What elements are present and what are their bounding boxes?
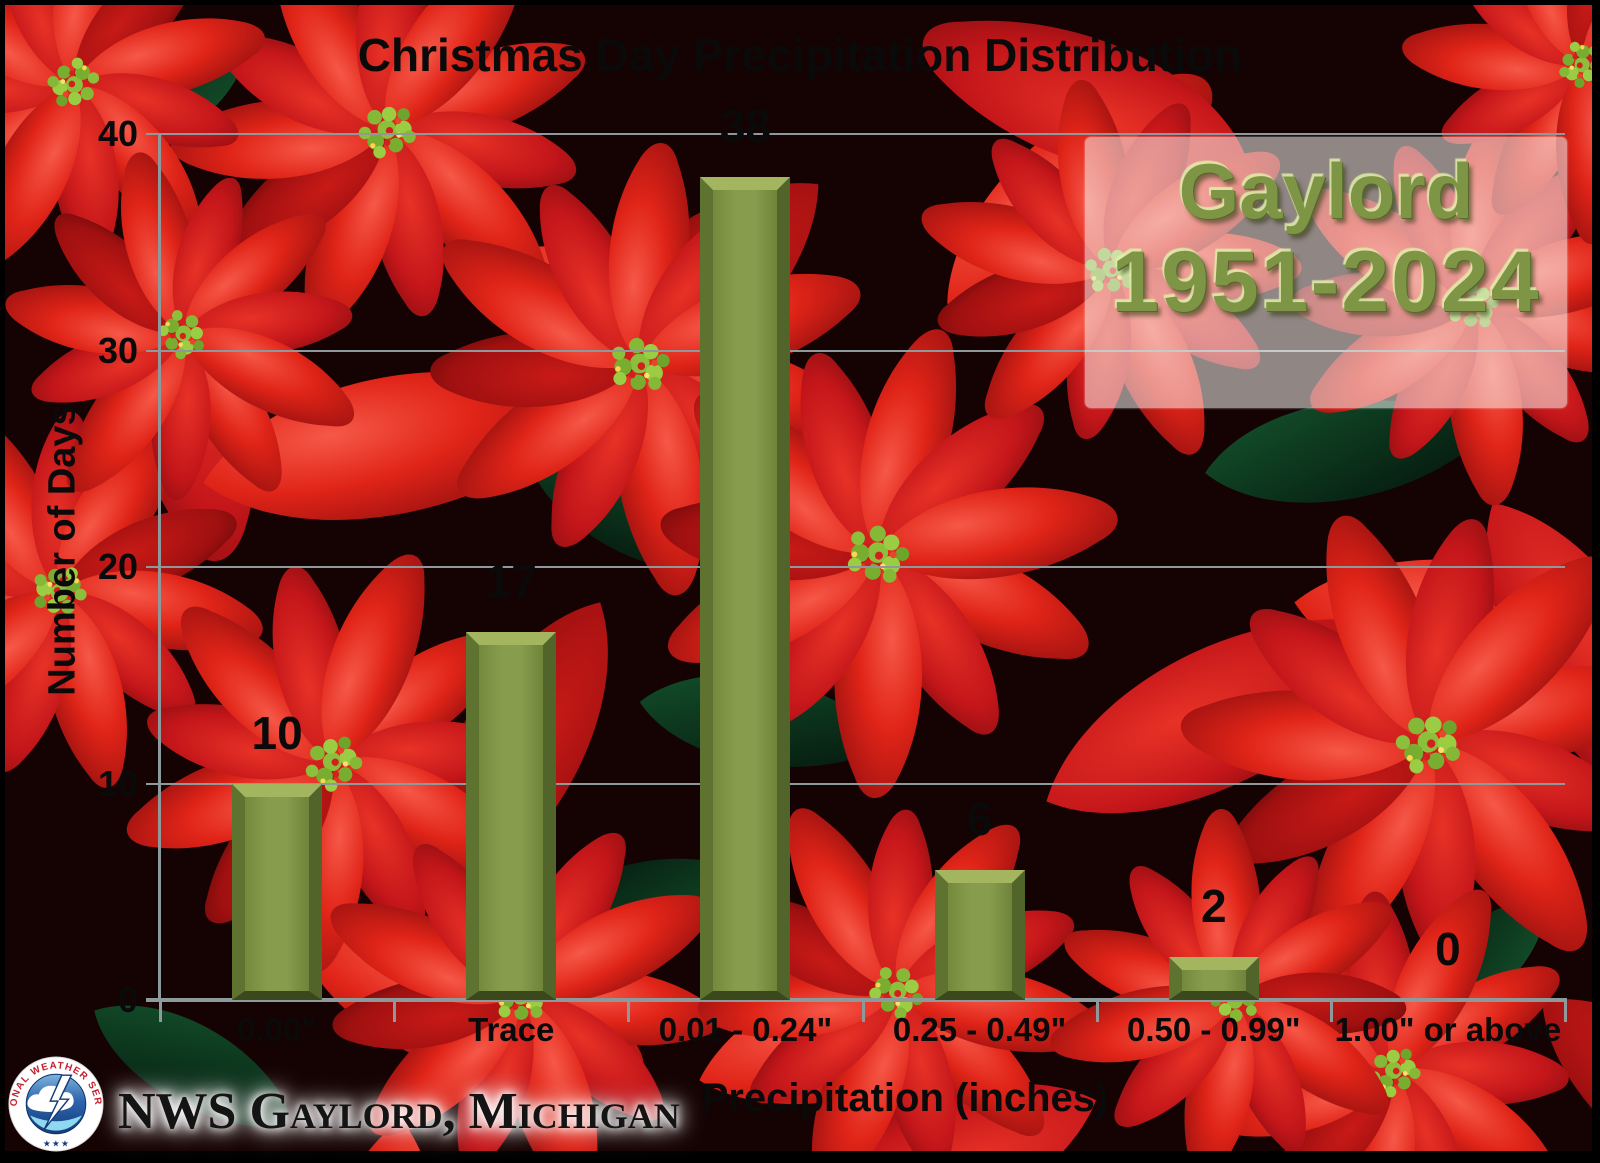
gridline-y-30 [160,349,1565,352]
x-tick-0 [159,1000,162,1022]
bar-value-label: 2 [1200,879,1227,932]
location-panel: Gaylord 1951-2024 [1085,137,1567,408]
x-category-label: 0.00" [237,1011,318,1048]
logo-sea [30,1115,82,1131]
x-category-label: 0.01 - 0.24" [658,1011,833,1048]
chart-title: Christmas Day Precipitation Distribution [357,29,1243,81]
x-axis-title: Precipitation (inches) [701,1076,1109,1120]
bar-0.01 - 0.24" [700,177,791,1000]
y-tick-label-40: 40 [97,113,138,154]
x-tick-4 [1095,1000,1099,1022]
y-tick-0 [146,999,160,1001]
y-tick-40 [146,133,160,135]
y-tick-label-20: 20 [97,546,138,587]
logo-stars: ★ ★ ★ [44,1139,70,1148]
bar-value-label: 6 [966,793,993,846]
gridline-y-10 [160,782,1565,785]
bar-value-label: 10 [251,706,303,759]
gridline-y-20 [160,566,1565,568]
bar-Trace [466,631,557,1000]
x-tick-5 [1329,1000,1333,1022]
nws-logo: NATIONAL WEATHER SERVICE ★ ★ ★ [8,1056,104,1152]
y-tick-10 [146,782,160,785]
y-tick-20 [146,566,160,568]
y-tick-30 [146,349,160,352]
logo-lightning-icon [43,1074,73,1130]
location-name: Gaylord [1178,147,1474,235]
period-of-record: 1951-2024 [1111,233,1541,330]
attribution-text: NWS Gaylord, Michigan [118,1083,680,1140]
x-category-label: Trace [468,1011,555,1048]
gridline-y-40 [160,133,1565,135]
x-tick-3 [861,1000,865,1022]
y-tick-label-30: 30 [97,329,138,371]
bar-value-label: 38 [719,100,771,153]
bar-value-label: 17 [485,554,537,607]
bar-value-label: 0 [1435,923,1461,975]
x-axis-line [146,998,1567,1002]
x-tick-1 [393,1000,397,1022]
x-category-label: 1.00" or above [1334,1011,1562,1048]
bar-0.00" [232,783,323,1000]
y-tick-label-10: 10 [97,762,138,804]
x-category-label: 0.50 - 0.99" [1127,1011,1301,1048]
y-tick-label-0: 0 [117,979,138,1020]
bar-0.25 - 0.49" [934,870,1025,1000]
x-category-label: 0.25 - 0.49" [892,1011,1067,1048]
bar-0.50 - 0.99" [1168,956,1259,1000]
y-axis-line [158,134,161,1002]
x-tick-2 [627,1000,631,1022]
x-tick-6 [1564,1000,1567,1022]
